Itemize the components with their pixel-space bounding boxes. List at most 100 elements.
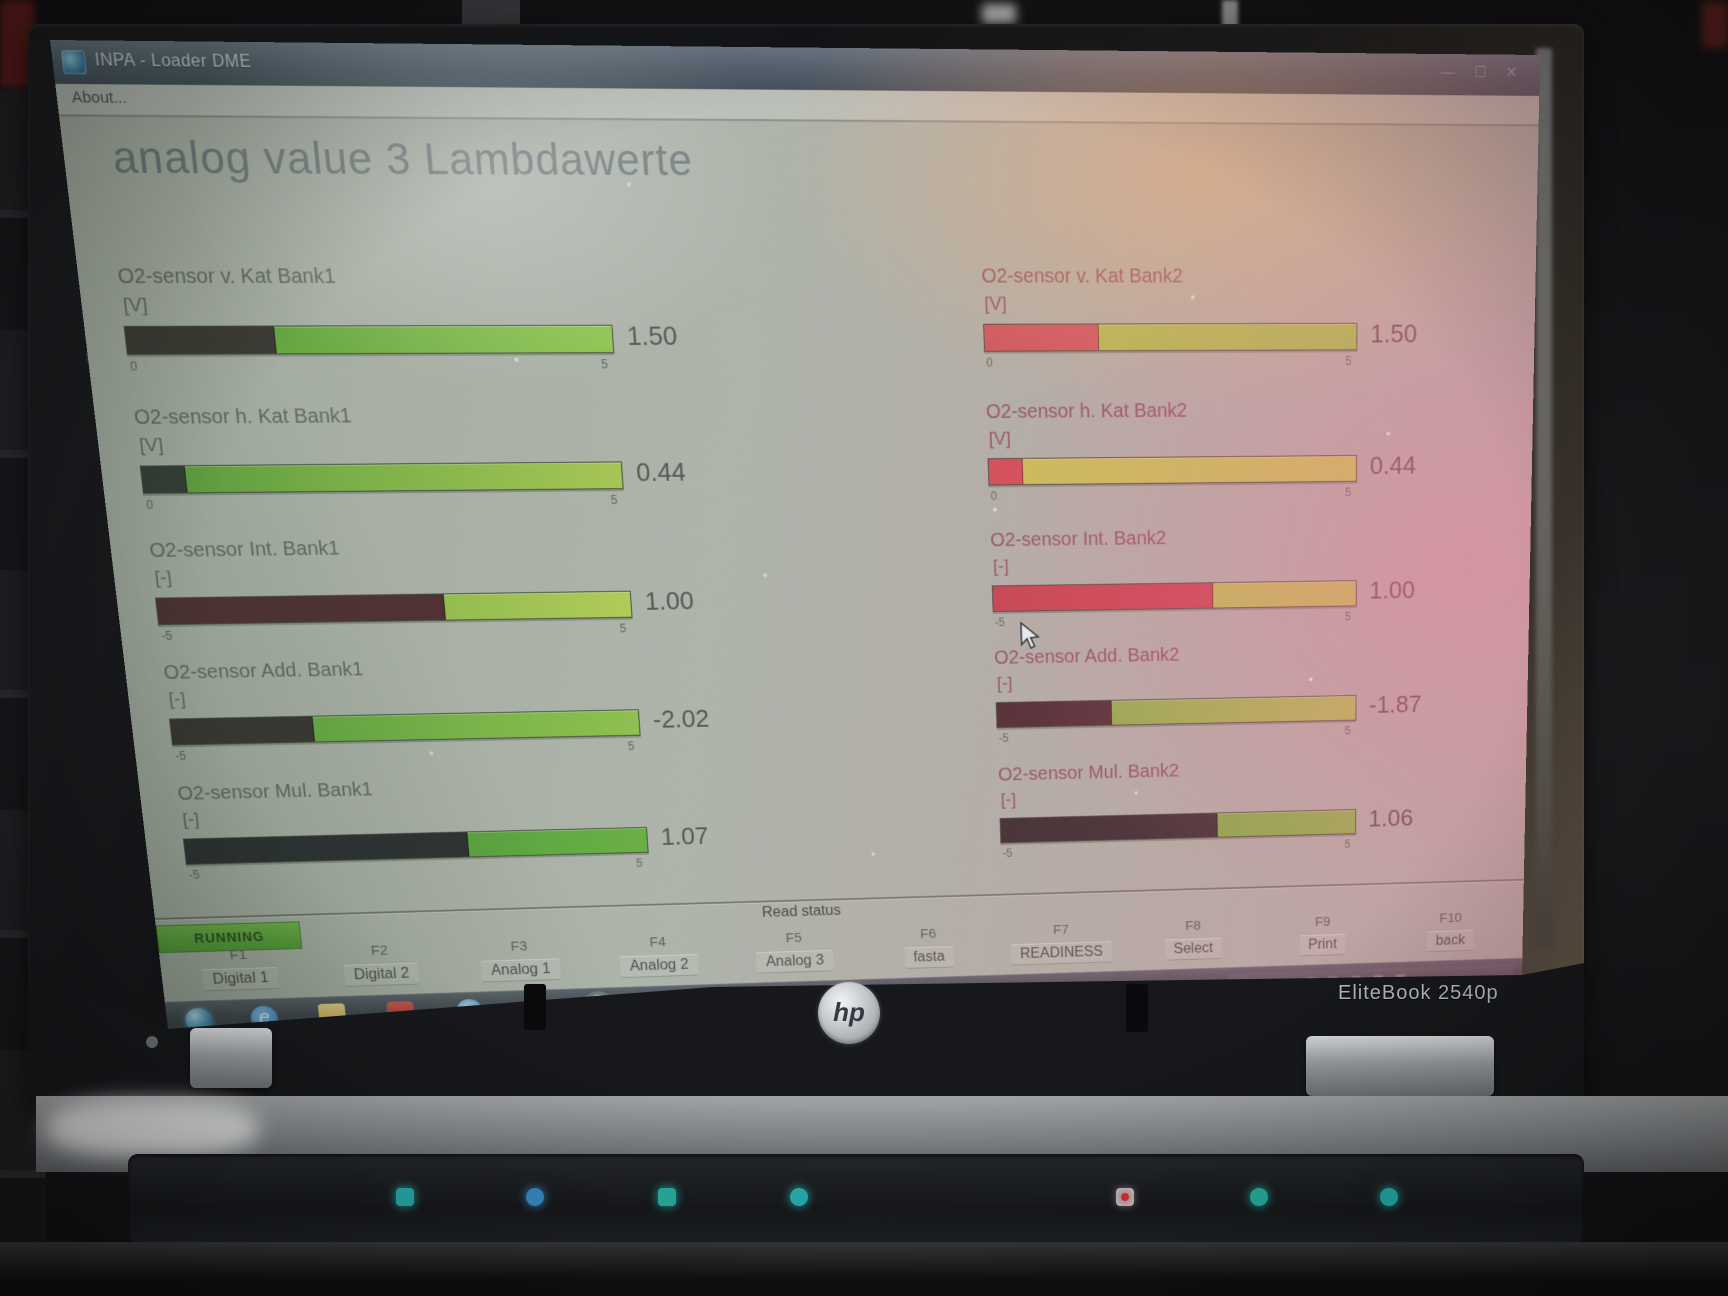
- wireless-icon[interactable]: [526, 1188, 544, 1206]
- gauge-min-tick: -5: [188, 868, 201, 882]
- gauge-bar: [995, 694, 1357, 729]
- gauge-value: 1.06: [1368, 804, 1414, 832]
- gauge-value: 1.50: [1370, 318, 1418, 349]
- gauge-min-tick: -5: [994, 615, 1006, 630]
- gauge-min-tick: 0: [986, 355, 993, 370]
- gauge-unit: [V]: [988, 428, 1012, 450]
- softkey-button[interactable]: Print: [1299, 933, 1346, 957]
- gauge-bar-fill: [124, 326, 277, 354]
- fkey-number: F7: [1052, 922, 1069, 938]
- fkey-number: F1: [228, 946, 248, 964]
- gauge-label: O2-sensor Mul. Bank2: [997, 760, 1180, 786]
- gauge-value: 1.00: [643, 585, 695, 616]
- softkey-button[interactable]: READINESS: [1010, 941, 1113, 966]
- gauge-bar: [987, 455, 1358, 486]
- gauge-max-tick: 5: [600, 357, 609, 372]
- left-hinge: [190, 1028, 272, 1088]
- gauge-max-tick: 5: [627, 739, 635, 753]
- fkey-number: F10: [1439, 910, 1462, 926]
- background-light-spot: [982, 4, 1016, 24]
- volume-down-icon[interactable]: [1250, 1188, 1268, 1206]
- gauge-min-tick: 0: [990, 489, 998, 503]
- gauge-max-tick: 5: [1345, 485, 1352, 500]
- fkey-number: F9: [1314, 914, 1331, 930]
- menu-item-about[interactable]: About...: [70, 88, 128, 108]
- gauge-label: O2-sensor h. Kat Bank1: [132, 405, 353, 429]
- fkey-number: F4: [648, 934, 667, 951]
- bezel-screw: [146, 1036, 158, 1048]
- gauge-max-tick: 5: [619, 621, 627, 636]
- gauge-bar: [991, 580, 1357, 613]
- gauge-label: O2-sensor h. Kat Bank2: [985, 400, 1188, 423]
- gauge-value: 1.50: [625, 320, 678, 352]
- gauge-min-tick: -5: [998, 731, 1009, 745]
- fkey-number: F2: [370, 942, 389, 959]
- softkey-button[interactable]: Select: [1164, 937, 1222, 961]
- hp-logo: hp: [818, 982, 880, 1044]
- gauge-max-tick: 5: [635, 856, 643, 870]
- softkey-f6[interactable]: F6 fasta: [864, 924, 993, 970]
- touch-display-icon[interactable]: [790, 1188, 808, 1206]
- softkey-button[interactable]: Digital 2: [343, 962, 420, 987]
- gauge-min-tick: 0: [145, 497, 154, 512]
- softkey-f10[interactable]: F10 back: [1390, 909, 1512, 954]
- softkey-button[interactable]: Analog 1: [480, 958, 561, 983]
- gauge-bar-fill: [183, 832, 470, 864]
- gauge-max-tick: 5: [1345, 354, 1352, 368]
- gauge-bar: [983, 322, 1358, 352]
- dust-specks: [50, 40, 52, 42]
- bezel-reflection: [1536, 48, 1552, 948]
- gauge-bar-fill: [988, 458, 1024, 485]
- app-icon: [60, 49, 88, 75]
- fkey-number: F8: [1185, 918, 1201, 934]
- softkey-f9[interactable]: F9 Print: [1261, 913, 1384, 958]
- gauge-bar-fill: [140, 466, 188, 493]
- gauge-min-tick: -5: [160, 628, 173, 643]
- gauge-label: O2-sensor Add. Bank1: [162, 658, 365, 684]
- softkey-button[interactable]: Analog 3: [756, 949, 834, 974]
- softkey-f4[interactable]: F4 Analog 2: [592, 933, 725, 979]
- touch-control-icon[interactable]: [396, 1188, 414, 1206]
- softkey-f3[interactable]: F3 Analog 1: [452, 937, 587, 984]
- softkey-f2[interactable]: F2 Digital 2: [312, 941, 450, 988]
- gauge-value: 1.07: [659, 821, 710, 851]
- gauge-unit: [-]: [992, 556, 1010, 577]
- gauge-bar: [139, 461, 624, 494]
- laptop-model-text: EliteBook 2540p: [1338, 982, 1499, 1004]
- gauge-value: -1.87: [1368, 690, 1422, 719]
- mute-icon[interactable]: [1116, 1188, 1134, 1206]
- gauge-max-tick: 5: [1344, 610, 1351, 624]
- softkey-button[interactable]: Digital 1: [201, 967, 280, 992]
- touch-volume-icon[interactable]: [658, 1188, 676, 1206]
- window-title: INPA - Loader DME: [93, 51, 253, 72]
- softkey-f8[interactable]: F8 Select: [1131, 917, 1256, 962]
- gauge-max-tick: 5: [1344, 724, 1351, 738]
- fkey-number: F3: [510, 938, 528, 955]
- gauge-bar: [155, 590, 633, 626]
- volume-up-icon[interactable]: [1380, 1188, 1398, 1206]
- softkey-button[interactable]: back: [1427, 929, 1474, 953]
- gauge-label: O2-sensor Int. Bank2: [989, 527, 1167, 552]
- gauge-unit: [V]: [984, 293, 1008, 315]
- deck-reflection: [48, 1100, 258, 1156]
- softkey-f5[interactable]: F5 Analog 3: [729, 929, 860, 975]
- gauge-label: O2-sensor v. Kat Bank2: [981, 265, 1183, 288]
- gauge-bar-fill: [992, 583, 1214, 612]
- gauge-unit: [-]: [167, 689, 187, 710]
- gauge-unit: [-]: [1000, 790, 1017, 810]
- softkey-f7[interactable]: F7 READINESS: [998, 921, 1125, 966]
- gauge-label: O2-sensor Mul. Bank1: [176, 779, 374, 805]
- softkey-f1[interactable]: F1 Digital 1: [169, 945, 309, 992]
- background-red-corner-right: [1702, 2, 1728, 48]
- window-controls[interactable]: — ☐ ✕: [1440, 63, 1525, 82]
- mouse-cursor: [1019, 622, 1040, 651]
- softkey-button[interactable]: Analog 2: [619, 954, 699, 979]
- gauge-bar: [999, 809, 1357, 844]
- hinge-slot: [524, 984, 546, 1030]
- gauge-max-tick: 5: [1344, 837, 1351, 851]
- gauge-bar: [123, 324, 615, 355]
- softkey-button[interactable]: fasta: [903, 946, 955, 969]
- touch-control-strip: [128, 1154, 1584, 1244]
- gauge-bar-fill: [1000, 813, 1219, 843]
